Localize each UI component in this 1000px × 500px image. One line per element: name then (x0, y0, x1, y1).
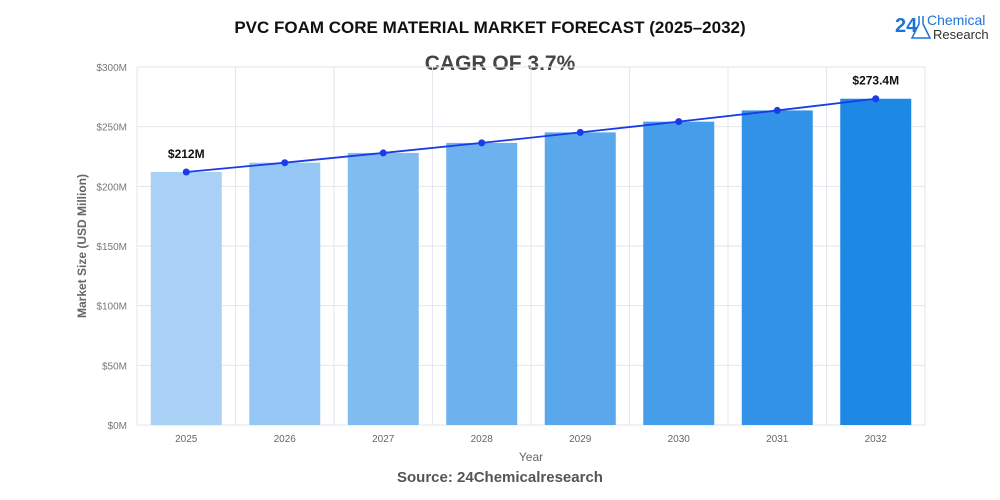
svg-text:Chemical: Chemical (927, 12, 985, 28)
x-tick-label: 2025 (175, 434, 198, 445)
data-label: $273.4M (852, 74, 899, 88)
data-label: $212M (168, 147, 205, 161)
cagr-subtitle: CAGR OF 3.7% (424, 52, 576, 75)
y-tick-label: $150M (96, 242, 127, 253)
trend-point-2032 (872, 95, 880, 103)
trend-line (186, 97, 876, 173)
flask-icon: 24 Chemical Research (895, 12, 989, 42)
bar-2032 (840, 98, 912, 425)
trend-point-2025 (182, 168, 190, 176)
bar-2030 (643, 121, 715, 425)
svg-text:24: 24 (895, 15, 918, 37)
x-tick-label: 2026 (274, 434, 297, 445)
source-note: Source: 24Chemicalresearch (397, 469, 603, 486)
x-tick-label: 2031 (766, 434, 789, 445)
trend-point-2028 (478, 139, 486, 147)
bar-2026 (249, 162, 321, 426)
bar-2027 (347, 152, 419, 426)
trend-point-2030 (675, 118, 683, 126)
x-tick-label: 2027 (372, 434, 395, 445)
svg-text:Research: Research (933, 27, 989, 42)
trend-point-2029 (576, 128, 584, 136)
bar-2025 (150, 172, 222, 425)
trend-point-2026 (281, 159, 289, 167)
chart-title: PVC FOAM CORE MATERIAL MARKET FORECAST (… (234, 18, 746, 37)
bar-2028 (446, 142, 518, 425)
bar-2029 (544, 132, 616, 426)
x-tick-label: 2030 (668, 434, 691, 445)
y-tick-label: $50M (102, 361, 127, 372)
company-logo: 24 Chemical Research (895, 8, 995, 44)
y-tick-label: $300M (96, 63, 127, 74)
x-axis-label: Year (519, 450, 543, 464)
x-tick-label: 2029 (569, 434, 592, 445)
y-tick-label: $100M (96, 302, 127, 313)
x-tick-label: 2032 (865, 434, 888, 445)
y-tick-label: $0M (108, 421, 127, 432)
y-tick-label: $250M (96, 123, 127, 134)
trend-point-2027 (379, 149, 387, 157)
x-tick-label: 2028 (471, 434, 494, 445)
y-axis-label: Market Size (USD Million) (75, 174, 89, 318)
bar-2031 (741, 110, 813, 426)
trend-point-2031 (773, 106, 781, 114)
y-tick-label: $200M (96, 182, 127, 193)
